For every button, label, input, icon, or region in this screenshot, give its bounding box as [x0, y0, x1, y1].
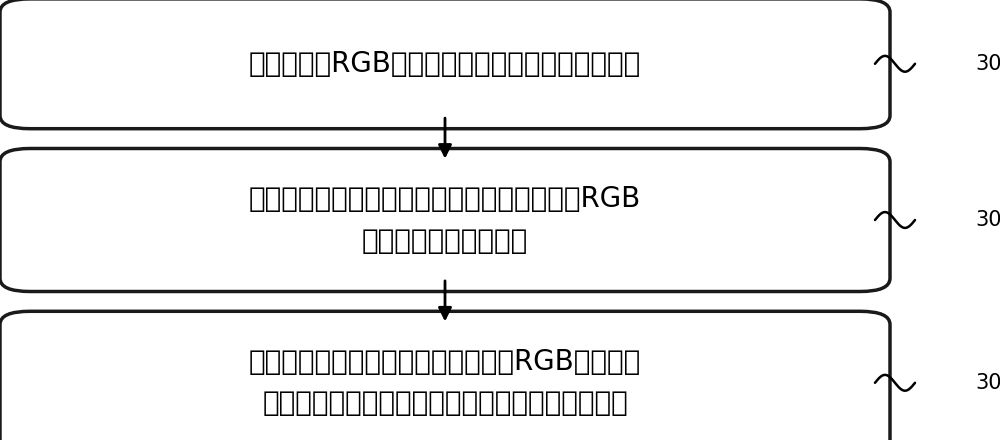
FancyBboxPatch shape	[0, 148, 890, 291]
FancyBboxPatch shape	[0, 312, 890, 440]
Text: 303: 303	[975, 373, 1000, 393]
Text: 基于所有像素点中每个像素点对应的RGB三个通道
中最小像素值，构建一个单通道的第一胃黏膜图像: 基于所有像素点中每个像素点对应的RGB三个通道 中最小像素值，构建一个单通道的第…	[249, 348, 641, 418]
Text: 获取原图像中所有像素点中每个像素点对应的RGB
三个通道中最小像素值: 获取原图像中所有像素点中每个像素点对应的RGB 三个通道中最小像素值	[249, 185, 641, 255]
Text: 对原图像中RGB三个通道的像素值进行归一化处理: 对原图像中RGB三个通道的像素值进行归一化处理	[249, 50, 641, 78]
Text: 302: 302	[975, 210, 1000, 230]
FancyBboxPatch shape	[0, 0, 890, 128]
Text: 301: 301	[975, 54, 1000, 74]
